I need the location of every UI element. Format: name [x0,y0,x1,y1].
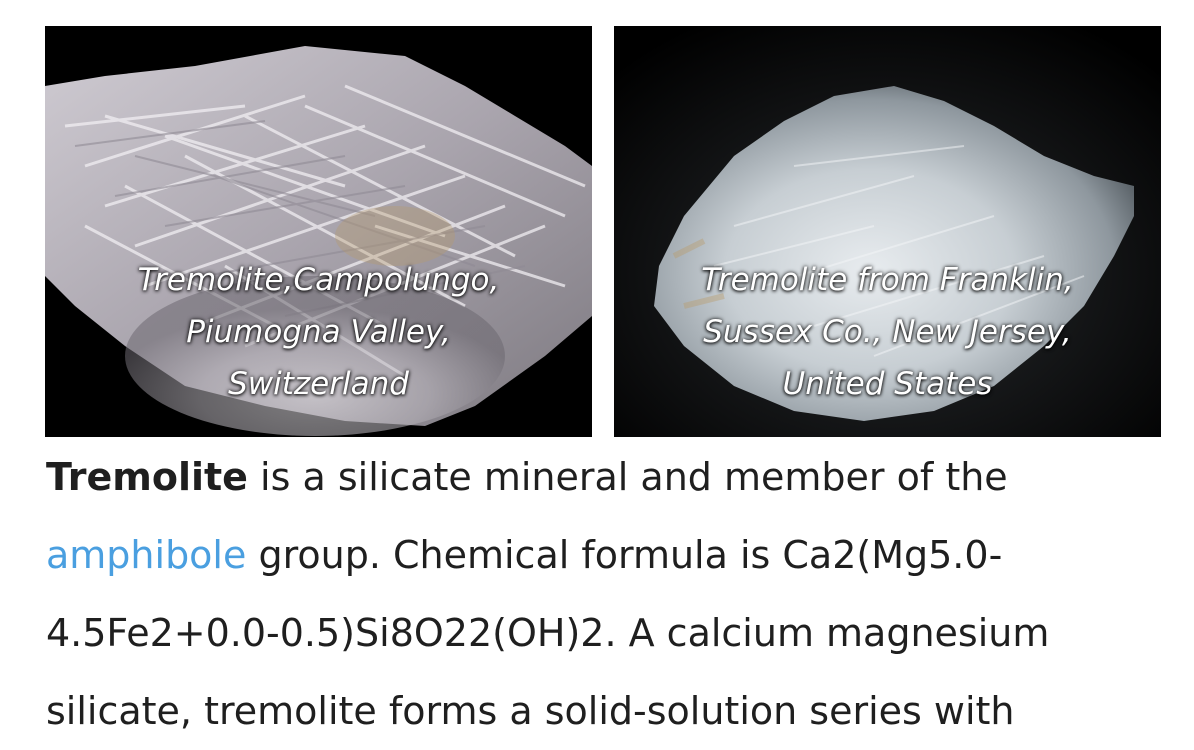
mineral-photo-massive [614,26,1161,437]
caption-line: Switzerland [228,366,409,402]
gallery-image-tremolite-franklin[interactable]: Tremolite from Franklin, Sussex Co., New… [614,26,1161,437]
article-line: silicate, tremolite forms a solid-soluti… [46,689,1015,733]
article-line: 4.5Fe2+0.0-0.5)Si8O22(OH)2. A calcium ma… [46,611,1050,655]
image-caption: Tremolite from Franklin, Sussex Co., New… [614,254,1161,410]
caption-line: United States [782,366,993,402]
caption-line: Sussex Co., New Jersey, [703,314,1072,350]
image-caption: Tremolite,Campolungo, Piumogna Valley, S… [45,254,592,410]
caption-line: Tremolite from Franklin, [701,262,1074,298]
article-text: group. Chemical formula is Ca2(Mg5.0- [246,533,1003,577]
caption-line: Tremolite,Campolungo, [137,262,500,298]
gallery-image-tremolite-campolungo[interactable]: Tremolite,Campolungo, Piumogna Valley, S… [45,26,592,437]
image-gallery: Tremolite,Campolungo, Piumogna Valley, S… [45,26,1161,437]
mineral-photo-fibrous [45,26,592,437]
article-term: Tremolite [46,455,248,499]
article-body: Tremolite is a silicate mineral and memb… [46,438,1156,750]
article-line: amphibole group. Chemical formula is Ca2… [46,516,1156,594]
caption-line: Piumogna Valley, [186,314,451,350]
amphibole-link[interactable]: amphibole [46,533,247,577]
article-line: Tremolite is a silicate mineral and memb… [46,438,1156,516]
article-text: is a silicate mineral and member of the [247,455,1008,499]
